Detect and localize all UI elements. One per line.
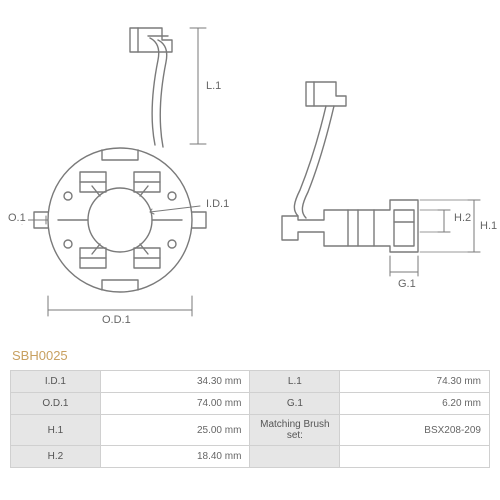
table-row: O.D.1 74.00 mm G.1 6.20 mm [11,393,490,415]
spec-value: 74.30 mm [340,371,490,393]
left-view-drawing [0,0,260,330]
spec-label: H.2 [11,446,101,468]
part-code: SBH0025 [12,348,68,363]
spec-value: 6.20 mm [340,393,490,415]
spec-label [250,446,340,468]
dim-label-o1: O.1 [6,212,28,224]
dim-label-h1: H.1 [478,220,499,232]
dim-label-od1: O.D.1 [100,314,133,326]
diagram-area: L.1 O.1 I.D.1 O.D.1 [0,0,500,340]
spec-label: H.1 [11,415,101,446]
spec-label: G.1 [250,393,340,415]
spec-value: 34.30 mm [100,371,250,393]
spec-label: Matching Brush set: [250,415,340,446]
spec-value: 18.40 mm [100,446,250,468]
dim-label-l1: L.1 [204,80,223,92]
table-row: H.1 25.00 mm Matching Brush set: BSX208-… [11,415,490,446]
spec-value: BSX208-209 [340,415,490,446]
dim-label-g1: G.1 [396,278,418,290]
spec-value: 74.00 mm [100,393,250,415]
right-view-drawing [258,60,498,320]
spec-label: L.1 [250,371,340,393]
spec-label: O.D.1 [11,393,101,415]
spec-table: I.D.1 34.30 mm L.1 74.30 mm O.D.1 74.00 … [10,370,490,468]
table-row: I.D.1 34.30 mm L.1 74.30 mm [11,371,490,393]
dim-label-id1: I.D.1 [204,198,231,210]
spec-value: 25.00 mm [100,415,250,446]
spec-label: I.D.1 [11,371,101,393]
dim-label-h2: H.2 [452,212,473,224]
table-row: H.2 18.40 mm [11,446,490,468]
spec-value [340,446,490,468]
